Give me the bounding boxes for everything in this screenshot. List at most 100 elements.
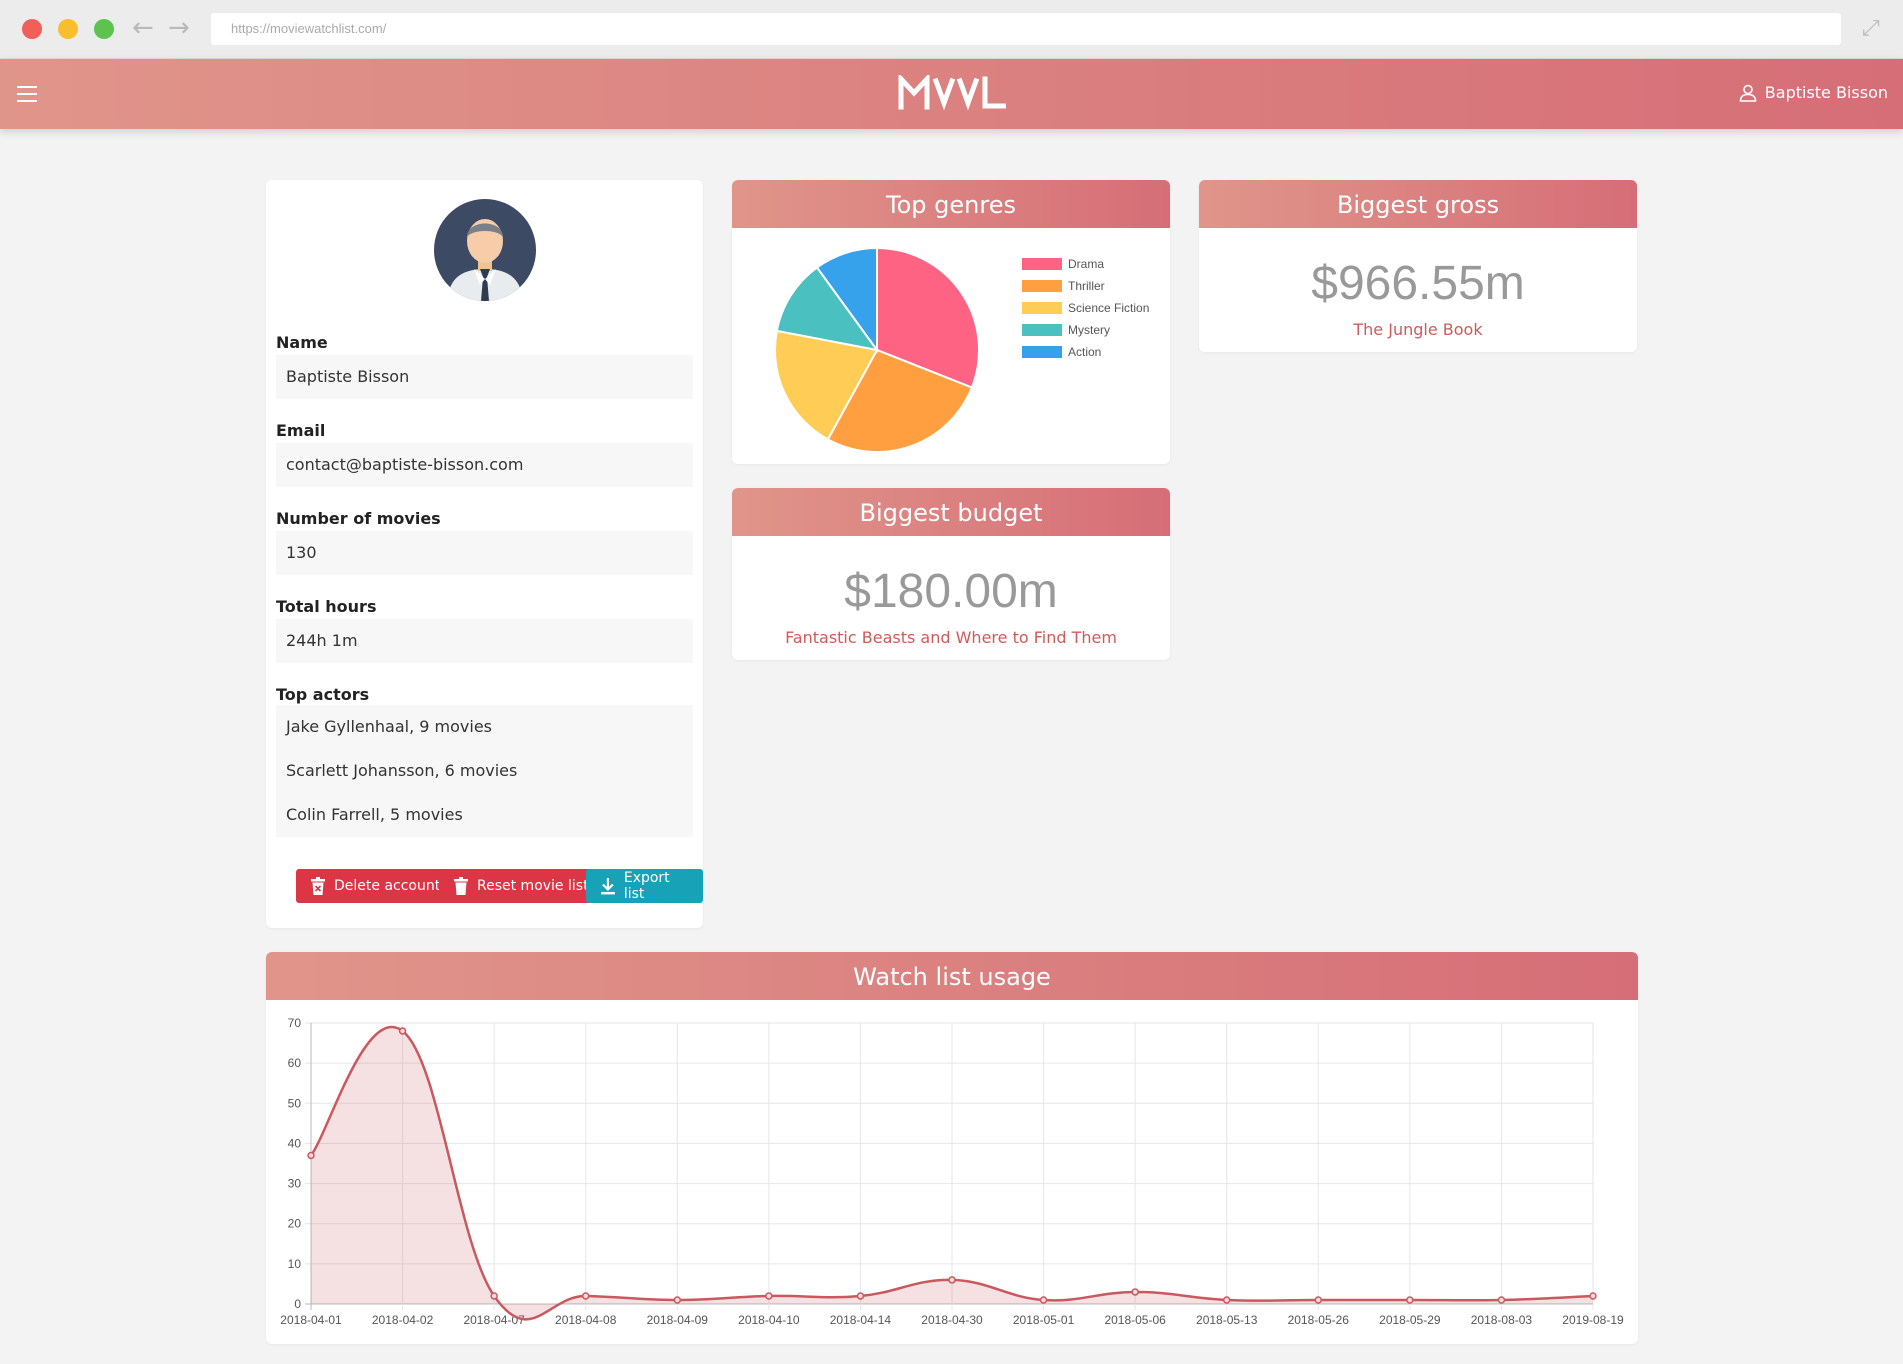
movies-count-field: 130 — [276, 531, 693, 575]
export-list-label: Export list — [623, 870, 670, 902]
legend-item[interactable]: Science Fiction — [1022, 297, 1149, 319]
user-name: Baptiste Bisson — [1764, 83, 1888, 102]
x-tick-label: 2018-04-02 — [372, 1313, 434, 1327]
data-point[interactable] — [398, 1027, 407, 1035]
download-icon — [600, 878, 615, 895]
genres-pie-chart — [774, 246, 980, 453]
biggest-budget-card: Biggest budget $180.00m Fantastic Beasts… — [732, 488, 1170, 660]
maximize-window-button[interactable] — [94, 19, 114, 39]
biggest-gross-card: Biggest gross $966.55m The Jungle Book — [1199, 180, 1637, 352]
biggest-gross-amount: $966.55m — [1311, 257, 1525, 310]
legend-swatch — [1022, 324, 1062, 336]
hamburger-menu-icon[interactable] — [17, 86, 37, 102]
email-field: contact@baptiste-bisson.com — [276, 443, 693, 487]
watch-list-usage-title: Watch list usage — [266, 952, 1638, 1000]
actor-item: Jake Gyllenhaal, 9 movies — [286, 717, 492, 736]
data-point[interactable] — [581, 1292, 590, 1300]
y-tick-label: 70 — [288, 1016, 302, 1030]
app-header: Baptiste Bisson — [0, 59, 1903, 129]
usage-area — [311, 1027, 1593, 1320]
watch-list-usage-card: Watch list usage 0 10 20 30 40 50 60 70 2018-04-… — [266, 952, 1638, 1344]
legend-swatch — [1022, 346, 1062, 358]
top-genres-card: Top genres Drama Thriller Science Fiction M… — [732, 180, 1170, 464]
actor-item: Scarlett Johansson, 6 movies — [286, 761, 518, 780]
y-tick-label: 60 — [288, 1056, 302, 1070]
biggest-budget-movie[interactable]: Fantastic Beasts and Where to Find Them — [785, 628, 1117, 647]
data-point[interactable] — [948, 1276, 956, 1284]
data-point[interactable] — [1314, 1296, 1323, 1304]
total-hours-field: 244h 1m — [276, 619, 693, 663]
legend-swatch — [1022, 280, 1062, 292]
data-point[interactable] — [490, 1292, 498, 1300]
x-tick-label: 2018-04-14 — [830, 1313, 892, 1327]
biggest-gross-movie[interactable]: The Jungle Book — [1353, 320, 1483, 339]
x-tick-label: 2018-04-10 — [738, 1313, 800, 1327]
address-bar[interactable]: https://moviewatchlist.com/ — [211, 13, 1841, 45]
pie-slice-science-fiction[interactable] — [774, 329, 879, 441]
data-point[interactable] — [1589, 1292, 1597, 1300]
legend-swatch — [1022, 302, 1062, 314]
data-point[interactable] — [1406, 1296, 1414, 1304]
user-icon — [1739, 84, 1757, 102]
legend-item[interactable]: Drama — [1022, 253, 1149, 275]
data-point[interactable] — [856, 1292, 865, 1300]
legend-label: Mystery — [1068, 323, 1110, 337]
x-tick-label: 2019-08-19 — [1562, 1313, 1624, 1327]
legend-swatch — [1022, 258, 1062, 270]
y-tick-label: 40 — [288, 1136, 302, 1150]
biggest-budget-title: Biggest budget — [732, 488, 1170, 536]
x-tick-label: 2018-05-06 — [1104, 1313, 1166, 1327]
y-tick-label: 0 — [294, 1297, 301, 1311]
back-arrow-icon[interactable]: ← — [132, 13, 154, 43]
biggest-gross-title: Biggest gross — [1199, 180, 1637, 228]
actor-item: Colin Farrell, 5 movies — [286, 805, 463, 824]
x-tick-label: 2018-04-08 — [555, 1313, 617, 1327]
x-tick-label: 2018-04-01 — [280, 1313, 342, 1327]
y-tick-label: 10 — [288, 1257, 302, 1271]
pie-slice-drama[interactable] — [876, 246, 980, 389]
data-point[interactable] — [765, 1292, 773, 1300]
legend-label: Drama — [1068, 257, 1105, 271]
legend-label: Thriller — [1068, 279, 1105, 293]
biggest-budget-amount: $180.00m — [844, 565, 1058, 618]
legend-label: Action — [1068, 345, 1102, 359]
reset-movie-list-label: Reset movie list — [477, 878, 589, 894]
browser-chrome: ← → https://moviewatchlist.com/ ⤢ — [0, 0, 1903, 59]
data-point[interactable] — [1497, 1296, 1506, 1304]
data-point[interactable] — [1131, 1288, 1139, 1296]
minimize-window-button[interactable] — [58, 19, 78, 39]
name-field: Baptiste Bisson — [276, 355, 693, 399]
chart-grid — [305, 1022, 1594, 1310]
legend-item[interactable]: Mystery — [1022, 319, 1149, 341]
reset-movie-list-button[interactable]: Reset movie list — [439, 869, 598, 903]
usage-line — [309, 1026, 1594, 1321]
trash-icon — [454, 877, 468, 895]
export-list-button[interactable]: Export list — [586, 869, 703, 903]
forward-arrow-icon[interactable]: → — [168, 13, 190, 43]
trash-icon — [311, 877, 325, 895]
data-point[interactable] — [673, 1296, 682, 1304]
x-tick-label: 2018-08-03 — [1471, 1313, 1533, 1327]
legend-item[interactable]: Action — [1022, 341, 1149, 363]
delete-account-button[interactable]: Delete account — [296, 869, 450, 903]
data-point[interactable] — [1222, 1296, 1231, 1304]
pie-slice-action[interactable] — [815, 246, 878, 354]
top-actors-label: Top actors — [276, 685, 370, 704]
close-window-button[interactable] — [22, 19, 42, 39]
legend-item[interactable]: Thriller — [1022, 275, 1149, 297]
total-hours-label: Total hours — [276, 597, 377, 616]
legend-label: Science Fiction — [1068, 301, 1150, 315]
avatar — [434, 199, 536, 301]
fullscreen-icon[interactable]: ⤢ — [1862, 16, 1880, 41]
pie-slice-mystery[interactable] — [775, 266, 880, 352]
name-label: Name — [276, 333, 328, 352]
genres-legend: Drama Thriller Science Fiction Mystery Actio… — [1022, 253, 1149, 363]
x-tick-label: 2018-04-07 — [463, 1313, 525, 1327]
user-menu[interactable]: Baptiste Bisson — [1739, 83, 1888, 102]
data-point[interactable] — [307, 1151, 315, 1160]
app-logo[interactable] — [898, 75, 1006, 111]
y-tick-label: 30 — [288, 1177, 302, 1191]
movies-count-label: Number of movies — [276, 509, 441, 528]
email-label: Email — [276, 421, 326, 440]
data-point[interactable] — [1039, 1296, 1048, 1304]
